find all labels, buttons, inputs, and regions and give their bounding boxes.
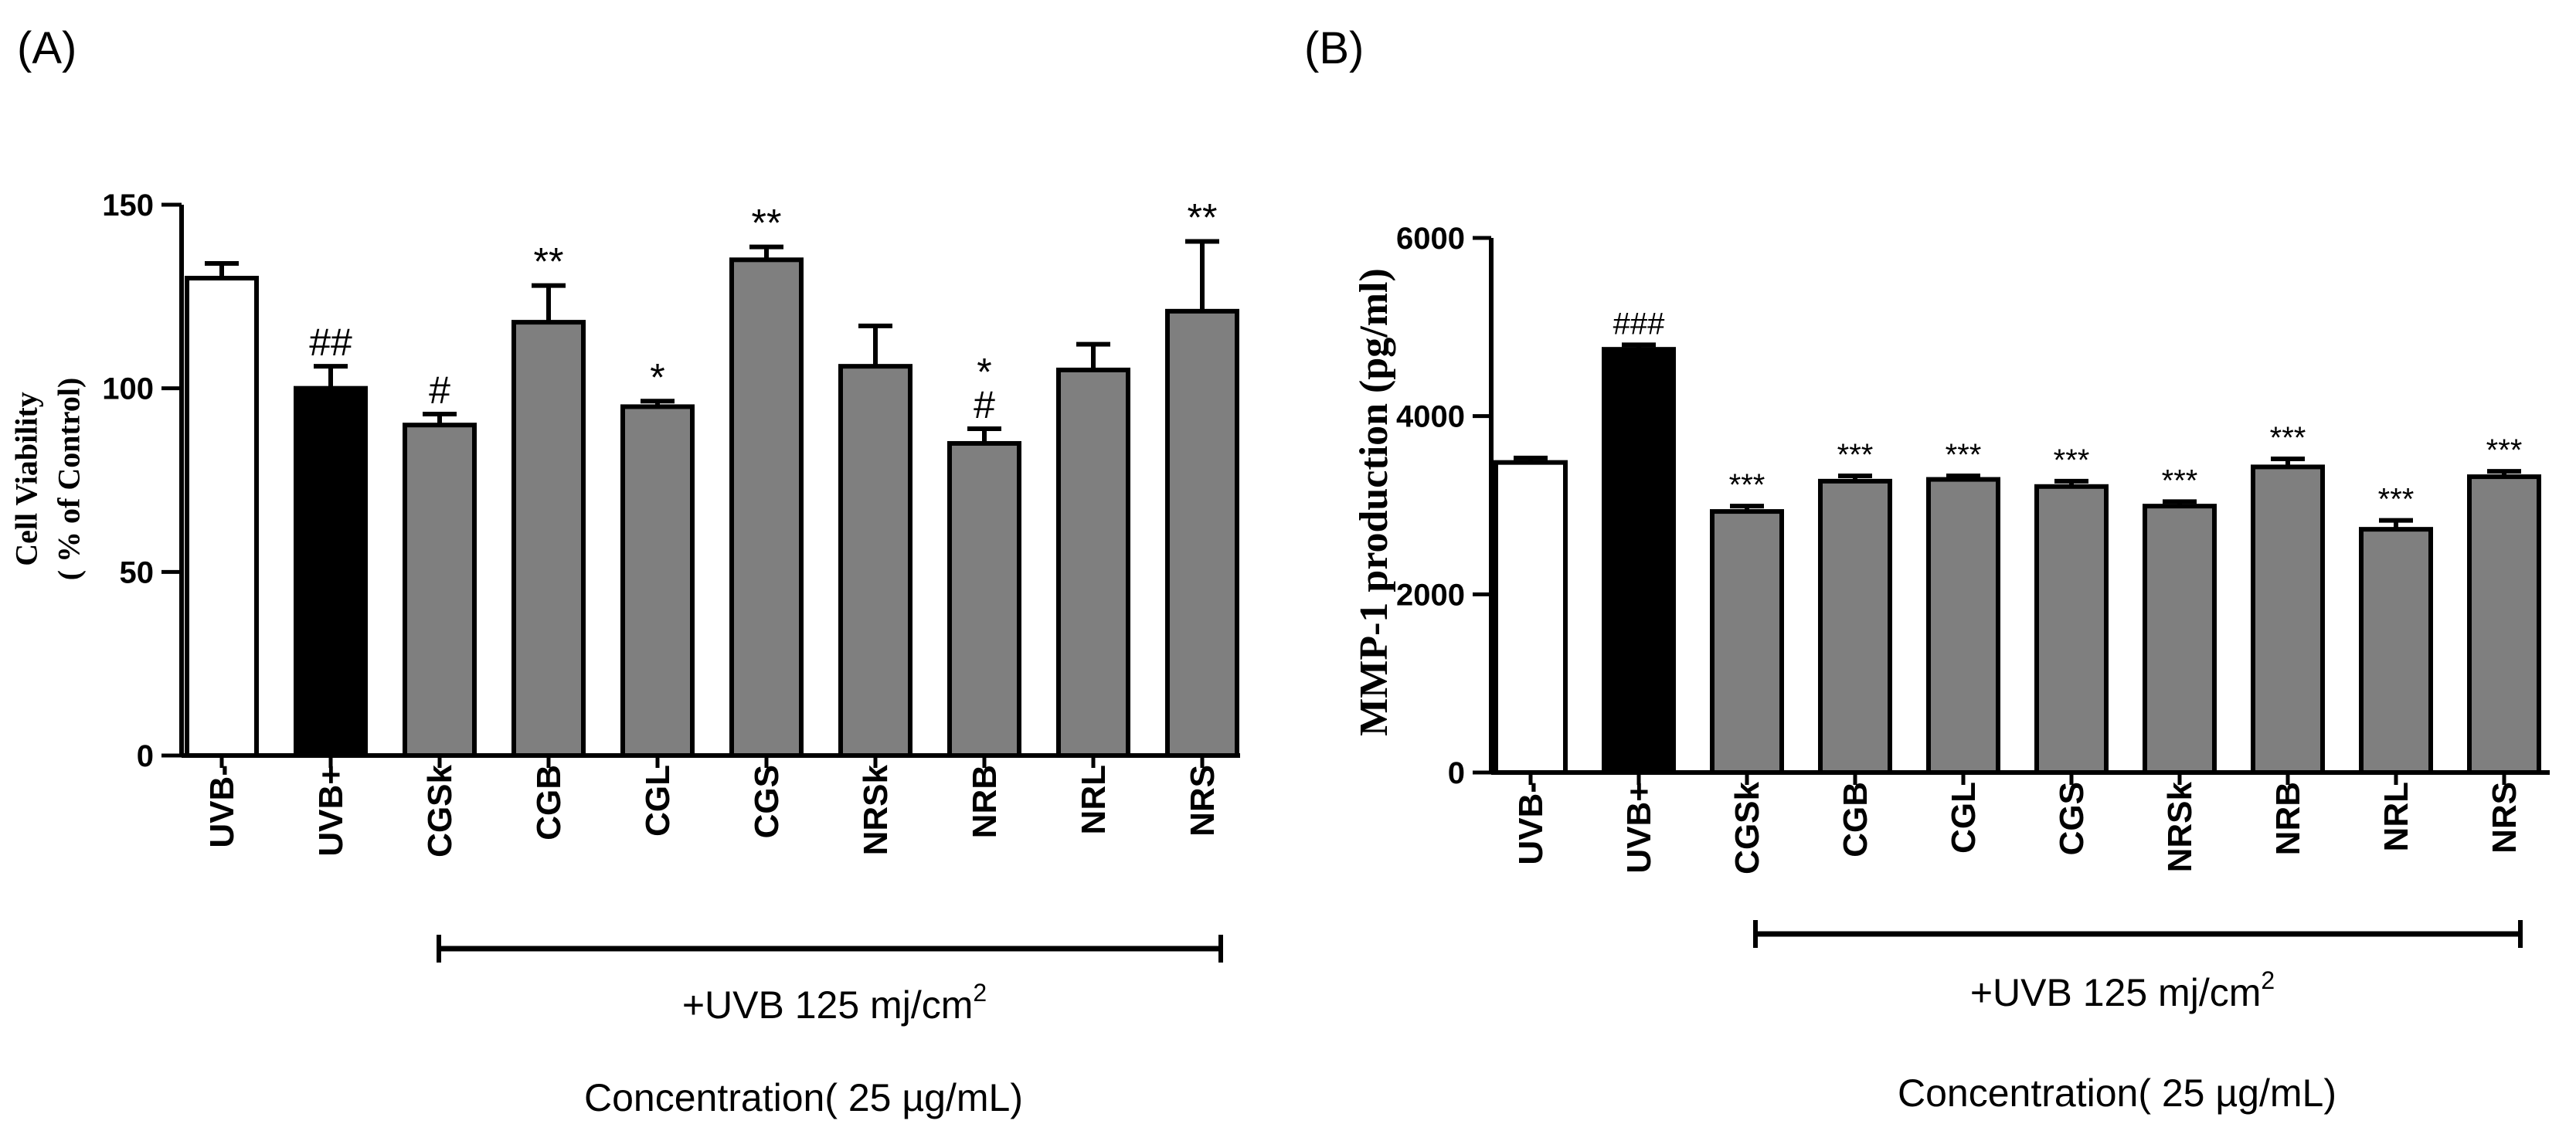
chart-a-significance-CGB: ** (534, 240, 564, 284)
panel-b-concentration-label: Concentration( 25 µg/mL) (1898, 1071, 2336, 1115)
chart-a-significance-CGL: * (650, 355, 664, 399)
chart-a-category-label-CGSk: CGSk (421, 764, 459, 857)
chart-b-significance-NRS: *** (2486, 433, 2523, 467)
chart-b-bar-CGB (1818, 478, 1892, 775)
chart-a-category-label-CGB: CGB (530, 765, 568, 840)
panel-b-group-caption: +UVB 125 mj/cm2 (1970, 966, 2275, 1014)
chart-a-y-tick-label: 100 (102, 372, 154, 406)
chart-b-significance-NRB: *** (2270, 421, 2306, 455)
chart-b-bar-UVB+ (1602, 347, 1676, 775)
chart-a-category-label-CGS: CGS (748, 765, 786, 838)
chart-a-bar-NRS (1165, 308, 1239, 758)
chart-a-bar-NRB (947, 440, 1021, 758)
panel-a-label: (A) (17, 23, 76, 73)
chart-b-bar-CGSk (1710, 509, 1784, 775)
chart-b-category-label-CGL: CGL (1945, 782, 1983, 854)
panel-a-cell-viability-chart: (A) 0 50 100 150 Cell Viability( % of Contro… (9, 23, 1240, 1119)
chart-b-significance-CGS: *** (2054, 443, 2090, 477)
chart-b-category-label-NRB: NRB (2269, 782, 2307, 855)
chart-a-category-label-NRL: NRL (1075, 765, 1113, 834)
chart-a-bar-CGB (511, 320, 586, 758)
chart-b-bar-UVB- (1494, 460, 1568, 775)
chart-b-significance-UVB+: ### (1613, 307, 1665, 341)
panel-b-label: (B) (1304, 23, 1364, 73)
chart-a-significance-NRS: ** (1188, 196, 1218, 239)
chart-a-category-label-UVB-: UVB- (203, 765, 241, 848)
panel-b-group-caption-superscript: 2 (2261, 966, 2275, 994)
chart-a-y-tick-label: 50 (120, 555, 155, 589)
chart-b-significance-CGL: *** (1946, 438, 1982, 472)
chart-b-bar-CGS (2034, 484, 2109, 776)
chart-b-significance-CGSk: *** (1729, 468, 1765, 502)
chart-a-category-label-UVB+: UVB+ (312, 765, 350, 857)
chart-a-bar-CGS (729, 257, 804, 758)
chart-b-category-label-UVB+: UVB+ (1620, 782, 1658, 874)
chart-b-bar-NRL (2359, 527, 2433, 775)
chart-b-y-tick-label: 2000 (1396, 578, 1465, 612)
chart-a-y-axis-label: Cell Viability (9, 392, 44, 566)
panel-a-group-caption: +UVB 125 mj/cm2 (682, 979, 987, 1027)
chart-b-bar-NRB (2251, 464, 2325, 775)
chart-b-category-label-CGB: CGB (1837, 782, 1874, 857)
panel-a-concentration-label: Concentration( 25 µg/mL) (584, 1076, 1023, 1119)
chart-b-category-label-NRL: NRL (2377, 782, 2415, 851)
chart-b-y-tick-label: 0 (1448, 756, 1465, 790)
chart-b-significance-NRL: *** (2378, 483, 2415, 517)
chart-b-category-label-UVB-: UVB- (1512, 782, 1550, 865)
chart-a-category-label-CGL: CGL (639, 765, 677, 837)
chart-b-significance-NRSk: *** (2162, 464, 2198, 497)
chart-a-y-tick-label: 0 (137, 739, 154, 773)
chart-b-category-label-NRSk: NRSk (2161, 781, 2199, 872)
chart-a-category-label-NRS: NRS (1184, 765, 1222, 837)
chart-b-bar-CGL (1926, 477, 2000, 775)
chart-a-y-axis-label: ( % of Control) (52, 378, 87, 581)
chart-b-category-label-CGSk: CGSk (1728, 781, 1766, 874)
chart-b-y-tick-label: 6000 (1396, 222, 1465, 256)
chart-a-bar-CGSk (403, 423, 477, 758)
chart-a-bar-NRSk (838, 364, 912, 758)
chart-a-bar-UVB- (185, 276, 259, 759)
chart-a-significance-CGSk: # (429, 368, 450, 412)
chart-a-category-label-NRSk: NRSk (857, 764, 895, 855)
chart-a-bar-NRL (1056, 367, 1130, 758)
chart-b-y-tick-label: 4000 (1396, 400, 1465, 434)
chart-b-category-label-NRS: NRS (2486, 782, 2523, 854)
chart-b-bar-NRS (2467, 474, 2541, 775)
chart-b-category-label-CGS: CGS (2053, 782, 2091, 855)
chart-a-significance-UVB+: ## (309, 321, 352, 364)
chart-a-bar-UVB+ (294, 385, 368, 758)
chart-a-significance-CGS: ** (752, 202, 782, 245)
chart-a-significance-NRB: # (974, 383, 995, 426)
panel-a-group-caption-superscript: 2 (973, 979, 987, 1007)
chart-a: 0 50 100 150 Cell Viability( % of Control) UV… (9, 188, 1240, 857)
chart-b-y-axis-label: MMP-1 production (pg/ml) (1352, 268, 1396, 736)
chart-a-significance-NRB: * (977, 350, 991, 393)
chart-a-category-label-NRB: NRB (966, 765, 1004, 838)
chart-b-significance-CGB: *** (1837, 438, 1874, 472)
chart-a-bar-CGL (620, 404, 695, 759)
chart-b-bar-NRSk (2143, 504, 2217, 775)
chart-a-y-tick-label: 150 (102, 188, 154, 222)
